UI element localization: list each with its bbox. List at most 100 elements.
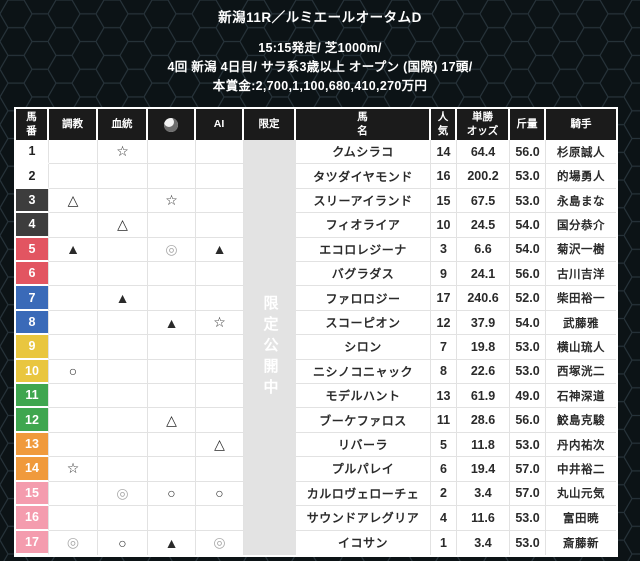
col-header-bloodline: 血統	[98, 109, 148, 140]
col-header-training: 調教	[49, 109, 98, 140]
win-odds-cell: 19.8	[457, 335, 510, 360]
site-mark-cell: ☆	[148, 188, 196, 214]
bloodline-mark-cell	[98, 432, 148, 458]
win-odds-cell: 11.8	[457, 432, 510, 458]
weight-cell: 53.0	[510, 530, 546, 555]
ai-mark-cell: ◎	[196, 530, 244, 555]
win-odds-cell: 240.6	[457, 286, 510, 311]
horse-name-cell: スリーアイランド	[296, 188, 431, 214]
jockey-cell: 杉原誠人	[546, 140, 616, 165]
horse-number-cell: 12	[16, 408, 49, 433]
bloodline-mark-cell	[98, 164, 148, 189]
prediction-table: 馬 番 調教 血統 AI 限定 馬 名 人 気 単勝 オッズ 斤量 騎手 1 ☆ ク…	[14, 107, 618, 557]
bloodline-mark-cell	[98, 384, 148, 409]
table-header-row: 馬 番 調教 血統 AI 限定 馬 名 人 気 単勝 オッズ 斤量 騎手	[16, 109, 616, 140]
bloodline-mark-cell	[98, 359, 148, 385]
weight-cell: 53.0	[510, 432, 546, 458]
jockey-cell: 斎藤新	[563, 537, 599, 550]
win-odds-cell: 37.9	[457, 310, 510, 336]
training-mark-cell: ○	[49, 359, 98, 385]
jockey-cell: 鮫島克駿	[546, 408, 616, 433]
popularity-cell: 11	[431, 408, 457, 433]
popularity-cell: 8	[431, 359, 457, 385]
horse-number-cell: 6	[16, 262, 49, 287]
table-row: 5 ▲ ◎ ▲ エコロレジーナ 3 6.6 54.0 菊沢一樹	[16, 237, 616, 263]
col-header-horse-name: 馬 名	[296, 109, 431, 140]
popularity-cell: 3	[431, 237, 457, 263]
training-mark-cell: ▲	[49, 237, 98, 263]
jockey-cell: 横山琉人	[546, 335, 616, 360]
ai-mark-cell: △	[196, 432, 244, 458]
training-mark-cell	[49, 164, 98, 189]
col-header-horse-number: 馬 番	[16, 109, 49, 140]
training-mark-cell: △	[49, 188, 98, 214]
win-odds-cell: 3.4	[457, 530, 510, 555]
popularity-cell: 10	[431, 213, 457, 238]
ai-mark-cell	[196, 286, 244, 311]
popularity-cell: 14	[431, 140, 457, 165]
site-mark-cell	[148, 286, 196, 311]
ai-mark-cell	[196, 188, 244, 214]
table-row: 16 サウンドアレグリア 4 11.6 53.0 富田暁	[16, 506, 616, 531]
race-header: 新潟11R／ルミエールオータムD 15:15発走/ 芝1000m/ 4回 新潟 …	[0, 0, 640, 96]
site-mark-cell	[148, 262, 196, 287]
popularity-cell: 17	[431, 286, 457, 311]
horse-number-cell: 4	[16, 213, 49, 238]
horse-number-cell: 7	[16, 286, 49, 311]
bloodline-mark-cell: ▲	[98, 286, 148, 311]
popularity-cell: 7	[431, 335, 457, 360]
training-mark-cell	[49, 408, 98, 433]
col-header-jockey: 騎手	[546, 109, 616, 140]
jockey-cell: 西塚洸二	[546, 360, 616, 385]
table-row: 7 ▲ ファロロジー 17 240.6 52.0 柴田裕一	[16, 286, 616, 311]
ai-mark-cell: ▲	[196, 237, 244, 263]
popularity-cell: 15	[431, 188, 457, 214]
weight-cell: 57.0	[510, 481, 546, 507]
weight-cell: 56.0	[510, 408, 546, 433]
win-odds-cell: 22.6	[457, 359, 510, 385]
site-mark-cell	[148, 506, 196, 531]
training-mark-cell	[49, 213, 98, 238]
weight-cell: 54.0	[510, 237, 546, 263]
table-row: 4 △ フィオライア 10 24.5 54.0 国分恭介	[16, 213, 616, 238]
limited-release-overlay[interactable]: 限定公開中	[244, 140, 296, 555]
bloodline-mark-cell: ◎	[98, 481, 148, 507]
win-odds-cell: 19.4	[457, 457, 510, 482]
win-odds-cell: 6.6	[457, 237, 510, 263]
popularity-cell: 1	[431, 530, 457, 555]
ai-mark-cell: ☆	[196, 310, 244, 336]
site-mark-cell	[148, 359, 196, 385]
popularity-cell: 5	[431, 432, 457, 458]
site-mark-cell: ◎	[148, 237, 196, 263]
weight-cell: 53.0	[510, 164, 546, 189]
bloodline-mark-cell	[98, 262, 148, 287]
horse-name-cell: モデルハント	[296, 384, 431, 409]
table-body: 1 ☆ クムシラコ 14 64.4 56.0 杉原誠人 2 タツダイヤモンド 16 200.2 53.…	[16, 140, 616, 555]
horse-name-cell: ファロロジー	[296, 286, 431, 311]
horse-name-cell: タツダイヤモンド	[296, 164, 431, 189]
popularity-cell: 6	[431, 457, 457, 482]
col-header-popularity: 人 気	[431, 109, 457, 140]
jockey-cell: 永島まな	[546, 189, 616, 214]
site-mark-cell	[148, 213, 196, 238]
horse-number-cell: 8	[16, 310, 49, 336]
site-mark-cell	[148, 432, 196, 458]
ai-mark-cell	[196, 213, 244, 238]
weight-cell: 54.0	[510, 213, 546, 238]
training-mark-cell	[49, 432, 98, 458]
site-logo-icon	[164, 117, 178, 132]
horse-name-cell: プルパレイ	[296, 457, 431, 482]
ai-mark-cell	[196, 335, 244, 360]
bloodline-mark-cell: △	[98, 213, 148, 238]
jockey-cell: 国分恭介	[546, 213, 616, 238]
ai-mark-cell	[196, 359, 244, 385]
win-odds-cell: 11.6	[457, 506, 510, 531]
table-row: 8 ▲ ☆ スコーピオン 12 37.9 54.0 武藤雅	[16, 310, 616, 336]
win-odds-cell: 64.4	[457, 140, 510, 165]
site-mark-cell: ▲	[148, 310, 196, 336]
table-row: 11 モデルハント 13 61.9 49.0 石神深道	[16, 384, 616, 409]
horse-number-cell: 5	[16, 237, 49, 263]
ai-mark-cell	[196, 140, 244, 165]
training-mark-cell	[49, 335, 98, 360]
bloodline-mark-cell	[98, 457, 148, 482]
